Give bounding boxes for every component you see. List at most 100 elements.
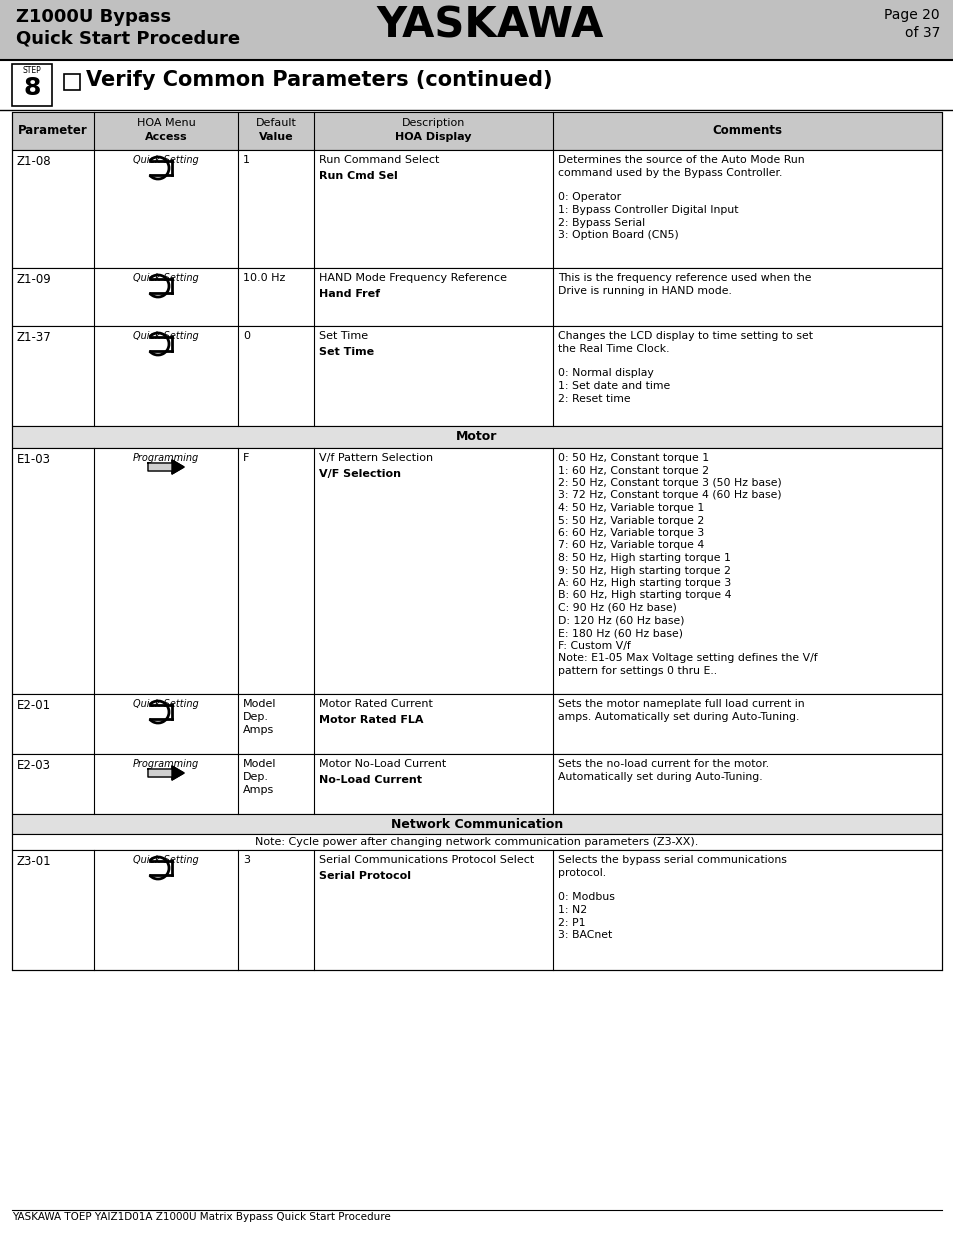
Text: 8: 8: [23, 77, 41, 100]
Text: 3: BACnet: 3: BACnet: [558, 930, 612, 940]
Polygon shape: [148, 766, 184, 781]
Text: Dep.: Dep.: [243, 772, 269, 782]
Text: Set Time: Set Time: [318, 347, 374, 357]
Text: command used by the Bypass Controller.: command used by the Bypass Controller.: [558, 168, 781, 178]
Text: E2-03: E2-03: [17, 760, 51, 772]
Text: 1: Bypass Controller Digital Input: 1: Bypass Controller Digital Input: [558, 205, 738, 215]
Text: Motor Rated Current: Motor Rated Current: [318, 699, 433, 709]
Text: Automatically set during Auto-Tuning.: Automatically set during Auto-Tuning.: [558, 772, 761, 782]
Text: amps. Automatically set during Auto-Tuning.: amps. Automatically set during Auto-Tuni…: [558, 711, 799, 721]
Text: Hand Fref: Hand Fref: [318, 289, 379, 299]
Bar: [12, 426, 941, 448]
Text: 0: 0: [243, 331, 250, 341]
Bar: [12, 149, 941, 268]
Text: 1: 60 Hz, Constant torque 2: 1: 60 Hz, Constant torque 2: [558, 466, 708, 475]
Text: 1: 1: [243, 156, 250, 165]
Text: 10.0 Hz: 10.0 Hz: [243, 273, 285, 283]
Text: Note: E1-05 Max Voltage setting defines the V/f: Note: E1-05 Max Voltage setting defines …: [558, 653, 817, 663]
Text: F: Custom V/f: F: Custom V/f: [558, 641, 630, 651]
Text: Selects the bypass serial communications: Selects the bypass serial communications: [558, 855, 786, 864]
Text: HAND Mode Frequency Reference: HAND Mode Frequency Reference: [318, 273, 506, 283]
Text: Description: Description: [401, 119, 465, 128]
Bar: [12, 834, 941, 850]
Text: E: 180 Hz (60 Hz base): E: 180 Hz (60 Hz base): [558, 629, 682, 638]
Text: 2: Reset time: 2: Reset time: [558, 394, 630, 404]
Text: Programming: Programming: [132, 760, 199, 769]
Text: Value: Value: [258, 132, 293, 142]
Text: Quick Setting: Quick Setting: [133, 156, 198, 165]
Text: Sets the no-load current for the motor.: Sets the no-load current for the motor.: [558, 760, 768, 769]
Polygon shape: [172, 766, 184, 781]
Bar: [12, 448, 941, 694]
Bar: [64, 74, 80, 90]
Text: 1: N2: 1: N2: [558, 905, 586, 915]
Text: Note: Cycle power after changing network communication parameters (Z3-XX).: Note: Cycle power after changing network…: [255, 837, 698, 847]
Bar: [12, 755, 941, 814]
Text: Set Time: Set Time: [318, 331, 368, 341]
Text: 2: Bypass Serial: 2: Bypass Serial: [558, 217, 644, 227]
Text: Model: Model: [243, 760, 276, 769]
Text: Z3-01: Z3-01: [17, 855, 51, 868]
Text: 8: 50 Hz, High starting torque 1: 8: 50 Hz, High starting torque 1: [558, 553, 730, 563]
Bar: [12, 814, 941, 834]
Text: the Real Time Clock.: the Real Time Clock.: [558, 343, 669, 353]
Text: Access: Access: [145, 132, 187, 142]
Text: HOA Display: HOA Display: [395, 132, 471, 142]
Bar: [12, 326, 941, 426]
Text: 4: 50 Hz, Variable torque 1: 4: 50 Hz, Variable torque 1: [558, 503, 703, 513]
Text: F: F: [243, 453, 249, 463]
Text: Comments: Comments: [712, 125, 781, 137]
Text: 7: 60 Hz, Variable torque 4: 7: 60 Hz, Variable torque 4: [558, 541, 703, 551]
Text: Z1-08: Z1-08: [17, 156, 51, 168]
Text: This is the frequency reference used when the: This is the frequency reference used whe…: [558, 273, 811, 283]
Bar: [0, 0, 953, 61]
Text: STEP: STEP: [23, 65, 41, 75]
Text: 5: 50 Hz, Variable torque 2: 5: 50 Hz, Variable torque 2: [558, 515, 703, 526]
Text: Changes the LCD display to time setting to set: Changes the LCD display to time setting …: [558, 331, 812, 341]
Text: Quick Setting: Quick Setting: [133, 331, 198, 341]
Text: Quick Setting: Quick Setting: [133, 855, 198, 864]
Text: No-Load Current: No-Load Current: [318, 776, 421, 785]
Text: 6: 60 Hz, Variable torque 3: 6: 60 Hz, Variable torque 3: [558, 529, 703, 538]
Text: Drive is running in HAND mode.: Drive is running in HAND mode.: [558, 285, 731, 295]
Text: YASKAWA: YASKAWA: [375, 5, 603, 47]
Text: Serial Communications Protocol Select: Serial Communications Protocol Select: [318, 855, 534, 864]
Text: 1: Set date and time: 1: Set date and time: [558, 382, 670, 391]
Text: Motor No-Load Current: Motor No-Load Current: [318, 760, 446, 769]
Text: of 37: of 37: [903, 26, 939, 40]
Text: HOA Menu: HOA Menu: [136, 119, 195, 128]
Text: Motor: Motor: [456, 431, 497, 443]
Text: Determines the source of the Auto Mode Run: Determines the source of the Auto Mode R…: [558, 156, 803, 165]
Text: Z1000U Bypass: Z1000U Bypass: [16, 7, 171, 26]
Polygon shape: [148, 459, 184, 474]
Text: A: 60 Hz, High starting torque 3: A: 60 Hz, High starting torque 3: [558, 578, 731, 588]
Text: 0: Normal display: 0: Normal display: [558, 368, 653, 378]
Text: 3: 3: [243, 855, 250, 864]
Text: 2: P1: 2: P1: [558, 918, 585, 927]
Bar: [12, 64, 52, 106]
Text: C: 90 Hz (60 Hz base): C: 90 Hz (60 Hz base): [558, 603, 677, 613]
Text: Sets the motor nameplate full load current in: Sets the motor nameplate full load curre…: [558, 699, 803, 709]
Text: Z1-09: Z1-09: [17, 273, 51, 287]
Text: Programming: Programming: [132, 453, 199, 463]
Text: Page 20: Page 20: [883, 7, 939, 22]
Text: 0: Modbus: 0: Modbus: [558, 893, 615, 903]
Text: Z1-37: Z1-37: [17, 331, 51, 345]
Text: pattern for settings 0 thru E..: pattern for settings 0 thru E..: [558, 666, 717, 676]
Text: B: 60 Hz, High starting torque 4: B: 60 Hz, High starting torque 4: [558, 590, 731, 600]
Text: 3: 72 Hz, Constant torque 4 (60 Hz base): 3: 72 Hz, Constant torque 4 (60 Hz base): [558, 490, 781, 500]
Text: Verify Common Parameters (continued): Verify Common Parameters (continued): [86, 70, 552, 90]
Text: Run Cmd Sel: Run Cmd Sel: [318, 170, 397, 182]
Text: 0: Operator: 0: Operator: [558, 193, 620, 203]
Text: D: 120 Hz (60 Hz base): D: 120 Hz (60 Hz base): [558, 615, 684, 625]
Text: Parameter: Parameter: [18, 125, 88, 137]
Text: Serial Protocol: Serial Protocol: [318, 871, 411, 881]
Text: Amps: Amps: [243, 785, 274, 795]
Bar: [0, 61, 953, 110]
Bar: [12, 850, 941, 969]
Text: 2: 50 Hz, Constant torque 3 (50 Hz base): 2: 50 Hz, Constant torque 3 (50 Hz base): [558, 478, 781, 488]
Bar: [12, 694, 941, 755]
Text: V/f Pattern Selection: V/f Pattern Selection: [318, 453, 433, 463]
Text: Quick Setting: Quick Setting: [133, 699, 198, 709]
Text: V/F Selection: V/F Selection: [318, 469, 400, 479]
